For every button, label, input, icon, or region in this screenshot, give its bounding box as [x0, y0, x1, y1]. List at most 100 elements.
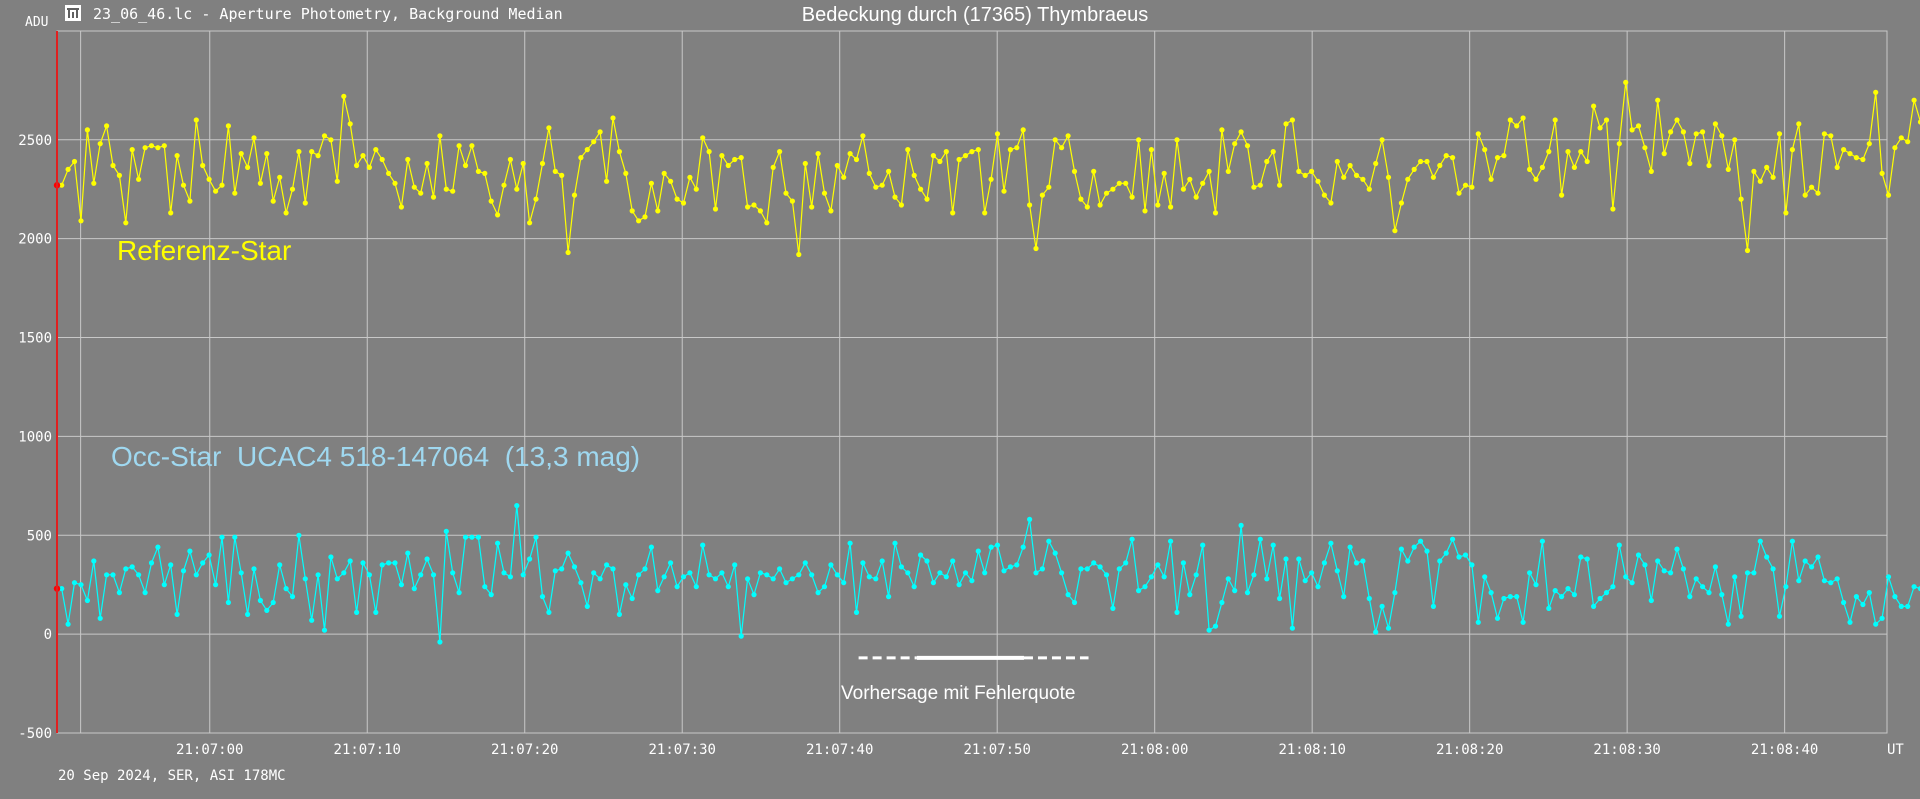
data-point	[1007, 564, 1014, 570]
data-point	[1527, 166, 1533, 172]
data-point	[1123, 180, 1129, 186]
data-point	[1180, 560, 1186, 566]
data-point	[1437, 162, 1443, 169]
data-point	[1360, 176, 1366, 182]
data-point	[1616, 141, 1622, 147]
data-point	[270, 599, 276, 606]
data-point	[1238, 522, 1244, 529]
data-point	[501, 182, 507, 188]
data-point	[1911, 584, 1917, 590]
data-point	[1251, 572, 1257, 578]
data-point	[1398, 200, 1404, 206]
data-point	[1366, 595, 1372, 602]
data-point	[1289, 117, 1295, 123]
data-point	[283, 586, 289, 592]
data-point	[1116, 566, 1122, 572]
data-point	[309, 617, 315, 623]
data-point	[168, 562, 174, 568]
data-point	[1693, 131, 1699, 137]
data-point	[687, 570, 693, 576]
data-point	[1873, 89, 1879, 95]
data-point	[1815, 554, 1821, 560]
data-point	[546, 609, 552, 616]
data-point	[1802, 192, 1808, 198]
data-point	[71, 580, 78, 586]
x-tick-label: 21:07:30	[649, 742, 716, 758]
data-point	[578, 580, 584, 586]
app-icon[interactable]	[64, 4, 82, 22]
data-point	[1052, 550, 1058, 556]
data-point	[328, 137, 334, 143]
data-point	[571, 564, 578, 570]
data-point	[1071, 168, 1078, 174]
data-point	[719, 570, 725, 576]
data-point	[1898, 603, 1904, 610]
x-tick-labels: 21:07:00 21:07:10 21:07:20 21:07:30 21:07:40…	[176, 742, 1818, 758]
x-tick-label: 21:07:00	[176, 742, 243, 758]
y-tick-labels: -500 0 500 1000 1500 2000 2500	[18, 133, 52, 742]
data-point	[386, 170, 392, 176]
data-point	[584, 603, 590, 610]
data-point	[1674, 546, 1680, 552]
data-point	[1712, 121, 1718, 127]
data-point	[1462, 552, 1469, 558]
data-point	[725, 584, 731, 590]
data-point	[873, 576, 879, 582]
data-point	[469, 534, 475, 540]
data-point	[1155, 562, 1161, 568]
data-point	[1321, 192, 1327, 198]
data-point	[879, 558, 885, 564]
data-point	[1385, 174, 1392, 180]
data-point	[866, 574, 872, 580]
data-point	[398, 582, 404, 588]
data-point	[65, 166, 71, 172]
data-point	[1001, 188, 1007, 194]
data-point	[745, 576, 751, 582]
data-point	[1623, 79, 1629, 85]
data-point	[866, 170, 872, 176]
data-point	[1341, 594, 1347, 600]
data-point	[1892, 145, 1898, 151]
plot-frame	[56, 30, 1888, 734]
data-point	[251, 566, 257, 572]
data-point	[610, 566, 616, 572]
prediction-label: Vorhersage mit Fehlerquote	[841, 683, 1076, 704]
data-point	[373, 147, 379, 153]
data-point	[1174, 609, 1180, 616]
data-point	[1552, 588, 1558, 594]
data-point	[1193, 572, 1199, 578]
data-point	[398, 204, 404, 210]
data-point	[1148, 574, 1154, 580]
data-point	[450, 188, 456, 194]
data-point	[1725, 166, 1731, 172]
data-point	[1917, 586, 1920, 592]
data-point	[1744, 247, 1751, 254]
data-point	[1809, 184, 1815, 190]
data-point	[1482, 574, 1488, 580]
data-point	[225, 123, 231, 129]
data-point	[1642, 562, 1648, 568]
data-point	[918, 186, 924, 192]
data-point	[475, 168, 481, 174]
data-point	[1629, 127, 1635, 133]
data-point	[213, 582, 219, 588]
data-point	[680, 200, 687, 206]
data-point	[354, 162, 360, 169]
data-point	[770, 164, 776, 170]
data-point	[642, 214, 648, 220]
data-point	[757, 208, 764, 214]
data-point	[552, 168, 558, 174]
data-point	[1347, 162, 1353, 169]
data-point	[1091, 168, 1097, 174]
data-point	[1065, 592, 1071, 598]
data-point	[918, 552, 924, 558]
data-point	[847, 151, 853, 157]
data-point	[950, 558, 956, 564]
data-point	[136, 572, 142, 578]
data-point	[1539, 164, 1545, 170]
data-point	[1687, 594, 1693, 600]
data-point	[751, 592, 757, 598]
data-point	[354, 609, 360, 616]
data-point	[1411, 166, 1417, 172]
data-point	[1347, 544, 1353, 550]
